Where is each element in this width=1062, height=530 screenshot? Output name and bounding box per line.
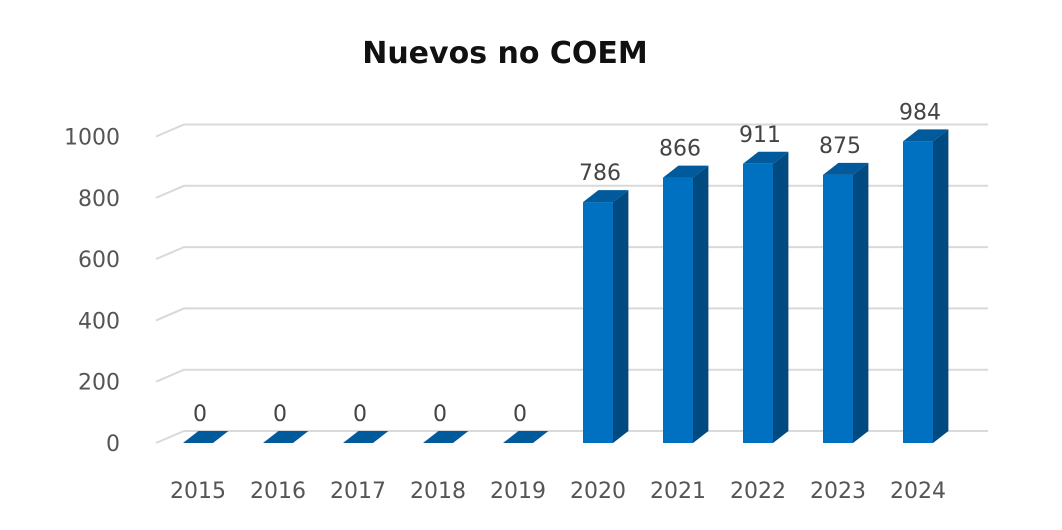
x-tick-label-2015: 2015 bbox=[170, 479, 226, 504]
bar-2020 bbox=[583, 190, 629, 443]
data-label-2017: 0 bbox=[353, 402, 367, 427]
gridlines bbox=[155, 123, 988, 444]
gridline bbox=[155, 368, 988, 383]
gridline bbox=[155, 430, 988, 444]
data-label-2019: 0 bbox=[513, 402, 527, 427]
y-axis-ticks: 0 200 400 600 800 1000 bbox=[64, 126, 120, 458]
data-label-2022: 911 bbox=[739, 123, 781, 148]
gridline bbox=[155, 246, 988, 261]
x-tick-label-2020: 2020 bbox=[570, 479, 626, 504]
data-label-2016: 0 bbox=[273, 402, 287, 427]
x-tick-label-2024: 2024 bbox=[890, 479, 946, 504]
data-label-2023: 875 bbox=[819, 134, 861, 159]
y-tick-label: 400 bbox=[78, 309, 120, 334]
y-tick-label: 0 bbox=[106, 432, 120, 457]
chart-title: Nuevos no COEM bbox=[362, 36, 648, 71]
bar-2016 bbox=[263, 431, 309, 443]
data-label-2021: 866 bbox=[659, 137, 701, 162]
gridline bbox=[155, 307, 988, 322]
bar-2021 bbox=[663, 165, 709, 444]
gridline bbox=[155, 123, 988, 138]
bar-2022 bbox=[743, 151, 789, 443]
bar-2018 bbox=[423, 431, 469, 443]
x-tick-label-2021: 2021 bbox=[650, 479, 706, 504]
bar-2024 bbox=[903, 129, 949, 444]
y-tick-label: 600 bbox=[78, 248, 120, 273]
x-tick-label-2017: 2017 bbox=[330, 479, 386, 504]
x-tick-label-2019: 2019 bbox=[490, 479, 546, 504]
x-axis-ticks: 2015 2016 2017 2018 2019 2020 2021 2022 2023 2024 bbox=[170, 479, 946, 504]
y-tick-label: 200 bbox=[78, 371, 120, 396]
x-tick-label-2022: 2022 bbox=[730, 479, 786, 504]
x-tick-label-2016: 2016 bbox=[250, 479, 306, 504]
y-tick-label: 800 bbox=[78, 187, 120, 212]
data-label-2020: 786 bbox=[579, 161, 621, 186]
bar-2017 bbox=[343, 431, 389, 443]
bar-2019 bbox=[503, 431, 549, 443]
x-tick-label-2023: 2023 bbox=[810, 479, 866, 504]
data-label-2015: 0 bbox=[193, 402, 207, 427]
gridline bbox=[155, 184, 988, 199]
bar-2023 bbox=[823, 162, 869, 443]
data-labels: 0 0 0 0 0 786 866 911 875 984 bbox=[193, 100, 941, 427]
x-tick-label-2018: 2018 bbox=[410, 479, 466, 504]
data-label-2024: 984 bbox=[899, 100, 941, 125]
y-tick-label: 1000 bbox=[64, 126, 120, 151]
bar-2015 bbox=[183, 431, 229, 443]
bars bbox=[183, 129, 949, 444]
data-label-2018: 0 bbox=[433, 402, 447, 427]
